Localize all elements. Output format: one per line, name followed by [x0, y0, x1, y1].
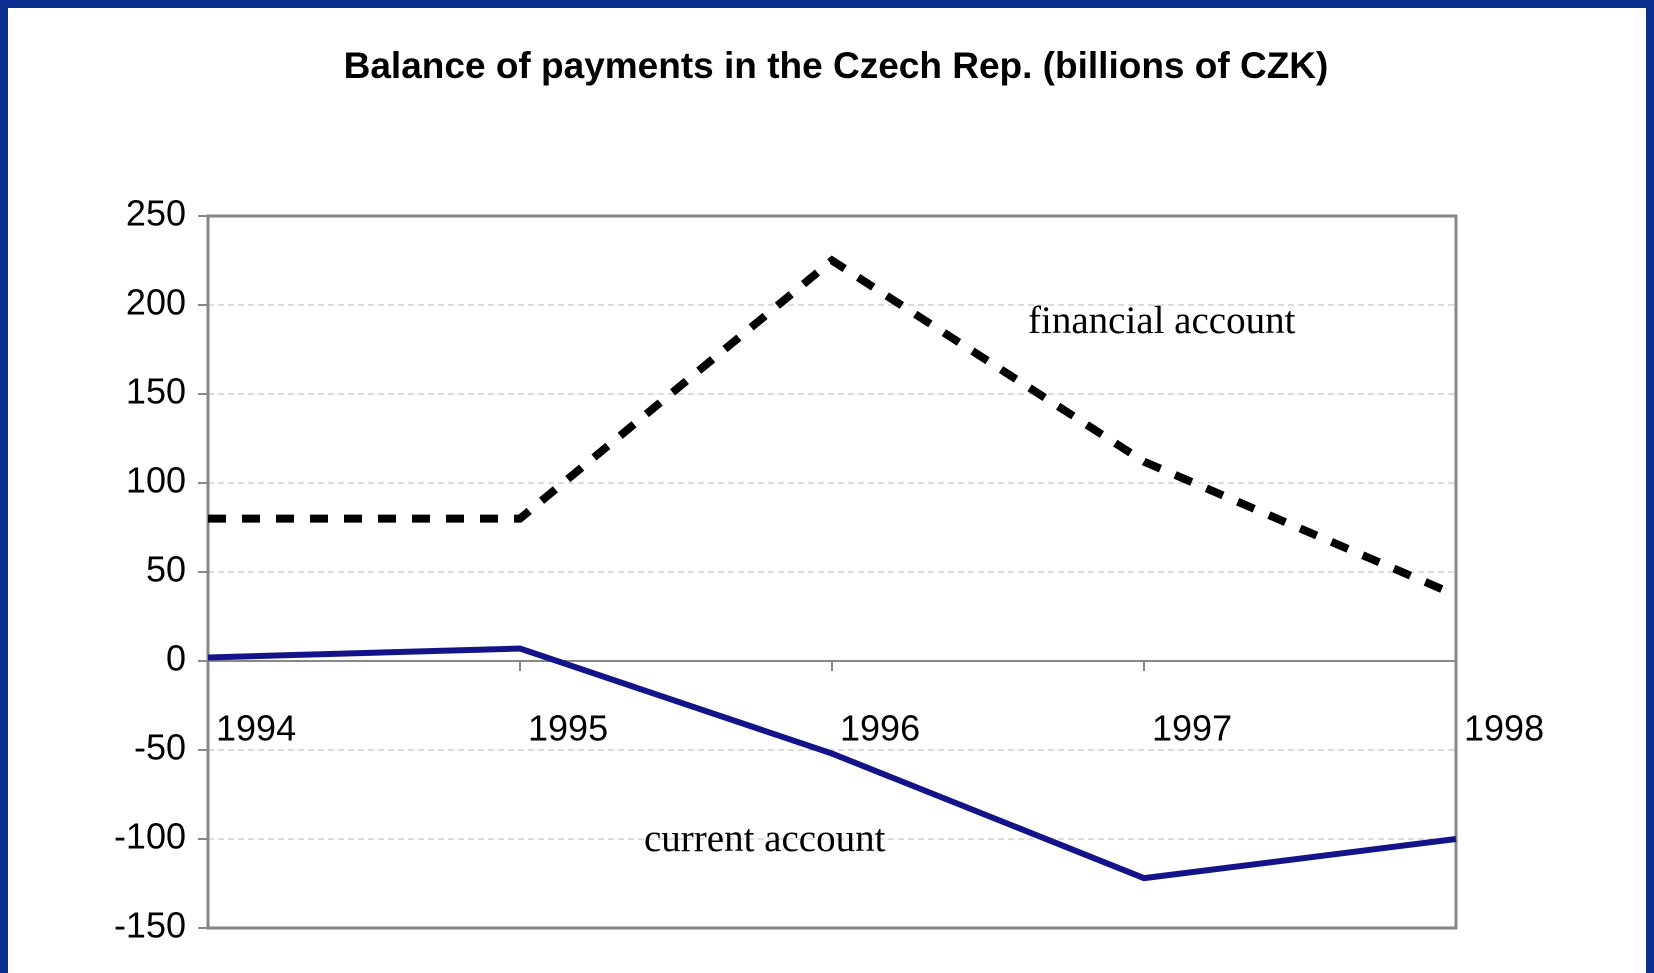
plot-border: [206, 214, 1458, 930]
series-line: [207, 645, 1457, 882]
frame-left: [0, 0, 8, 973]
series-line: [208, 255, 1458, 599]
x-tick-label: 1996: [840, 708, 920, 749]
y-tick-label: 250: [126, 193, 186, 234]
chart-title: Balance of payments in the Czech Rep. (b…: [344, 45, 1329, 86]
y-tick-label: 150: [126, 371, 186, 412]
x-tick-label: 1995: [528, 708, 608, 749]
x-tick-label: 1994: [216, 708, 296, 749]
y-tick-label: -50: [134, 727, 186, 768]
frame-right: [1646, 0, 1654, 973]
x-tick-label: 1998: [1464, 708, 1544, 749]
y-tick-label: 0: [166, 638, 186, 679]
y-tick-label: -150: [114, 905, 186, 946]
y-tick-label: 200: [126, 282, 186, 323]
y-tick-label: 100: [126, 460, 186, 501]
y-tick-label: 50: [146, 549, 186, 590]
series-label: current account: [644, 817, 886, 860]
x-tick-label: 1997: [1152, 708, 1232, 749]
y-tick-label: -100: [114, 816, 186, 857]
series-label: financial account: [1028, 299, 1296, 342]
frame-top: [0, 0, 1654, 8]
